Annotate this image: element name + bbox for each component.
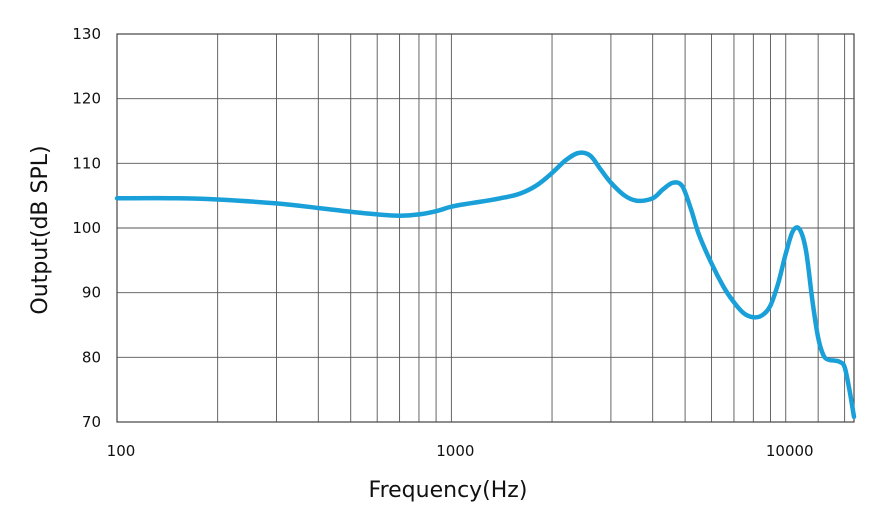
series-line bbox=[114, 150, 857, 420]
y-tick-label: 110 bbox=[72, 154, 101, 172]
y-axis-title: Output(dB SPL) bbox=[28, 145, 53, 314]
y-tick-label: 100 bbox=[72, 219, 101, 237]
x-tick-label: 100 bbox=[107, 442, 136, 460]
y-tick-label: 130 bbox=[72, 25, 101, 43]
x-axis-title: Frequency(Hz) bbox=[369, 478, 528, 503]
y-tick-label: 80 bbox=[82, 348, 101, 366]
y-tick-label: 70 bbox=[82, 413, 101, 431]
y-tick-label: 120 bbox=[72, 90, 101, 108]
y-tick-label: 90 bbox=[82, 284, 101, 302]
plot-frame bbox=[116, 33, 855, 423]
tick-labels: 70 80 90 100 110 120 130 100 1000 10000 bbox=[72, 25, 813, 460]
x-tick-label: 10000 bbox=[766, 442, 814, 460]
x-tick-label: 1000 bbox=[436, 442, 474, 460]
grid-lines bbox=[116, 33, 854, 423]
